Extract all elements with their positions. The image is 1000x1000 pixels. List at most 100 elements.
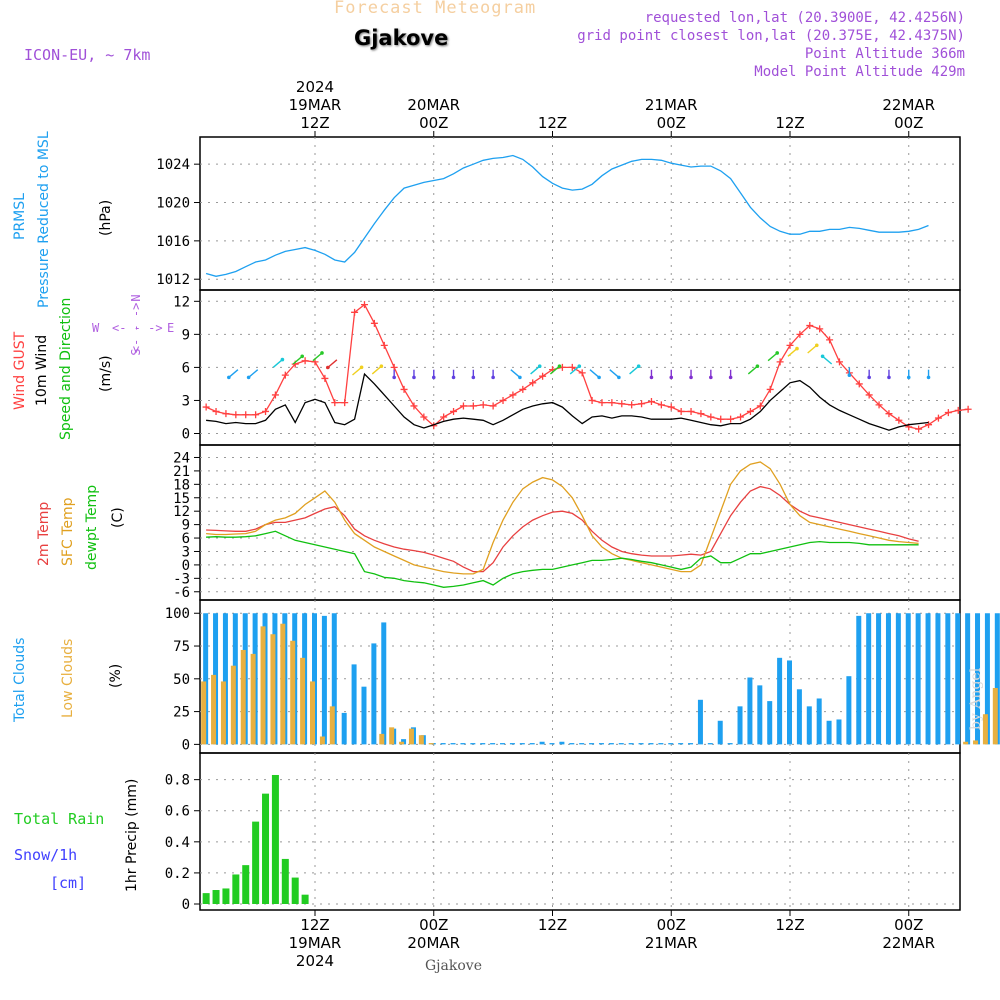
gust-marker bbox=[598, 399, 606, 407]
wind-arrow bbox=[807, 344, 818, 354]
gust-marker bbox=[360, 301, 368, 309]
gust-marker bbox=[944, 409, 952, 417]
clouds-ytick-label: 25 bbox=[173, 705, 190, 721]
gust-marker bbox=[865, 391, 873, 399]
wind-arrow-head bbox=[775, 351, 780, 355]
pressure-ytick-label: 1024 bbox=[156, 157, 190, 173]
gust-marker bbox=[608, 399, 616, 407]
gust-marker bbox=[212, 407, 220, 415]
clouds-bar bbox=[975, 613, 981, 745]
gust-marker bbox=[479, 401, 487, 409]
rain-label: Total Rain bbox=[14, 810, 104, 828]
pressure-ytick-label: 1016 bbox=[156, 234, 190, 250]
wind-ylabel-4: (m/s) bbox=[98, 355, 114, 392]
precip-ytick-label: 0.2 bbox=[165, 866, 190, 882]
top-time-label: 2024 bbox=[296, 78, 334, 96]
clouds-bar bbox=[955, 613, 961, 745]
wind-arrow bbox=[228, 369, 239, 378]
wind-ytick-label: 3 bbox=[182, 393, 190, 409]
wind-arrow bbox=[569, 365, 580, 375]
clouds-bar bbox=[460, 743, 466, 745]
compass-north: N bbox=[129, 294, 143, 301]
clouds-bar bbox=[963, 741, 969, 745]
temperature-ytick-label: 3 bbox=[182, 544, 190, 560]
gust-marker bbox=[707, 413, 715, 421]
compass-west: W bbox=[92, 321, 100, 335]
gust-marker bbox=[954, 406, 962, 414]
clouds-bar bbox=[569, 743, 575, 745]
clouds-bar bbox=[549, 743, 555, 745]
gust-marker bbox=[331, 399, 339, 407]
clouds-bar bbox=[312, 613, 317, 745]
clouds-bar bbox=[408, 728, 414, 745]
temperature-ytick-label: 0 bbox=[182, 558, 190, 574]
bottom-time-label: 22MAR bbox=[882, 934, 935, 952]
gust-marker bbox=[657, 401, 665, 409]
temp-ylabel-3: dewpt Temp bbox=[84, 485, 100, 570]
gust-marker bbox=[301, 357, 309, 365]
gust-marker bbox=[816, 325, 824, 333]
clouds-bar bbox=[559, 741, 565, 745]
clouds-bar bbox=[480, 743, 486, 745]
compass-south: S bbox=[129, 348, 143, 355]
wind-series-line bbox=[206, 372, 929, 431]
clouds-bar bbox=[737, 706, 743, 745]
clouds-bar bbox=[539, 741, 545, 745]
wind-arrow-head bbox=[325, 365, 330, 370]
snow-unit-label: [cm] bbox=[50, 874, 86, 892]
wind-arrow-head bbox=[412, 375, 416, 380]
clouds-bar bbox=[500, 743, 506, 745]
temperature-series-line bbox=[206, 485, 919, 573]
clouds-bar bbox=[757, 685, 763, 745]
temperature-ytick-label: 6 bbox=[182, 531, 190, 547]
gust-marker bbox=[242, 411, 250, 419]
wind-arrow bbox=[352, 366, 363, 376]
clouds-bar bbox=[638, 743, 644, 745]
model-label: ICON-EU, ~ 7km bbox=[24, 46, 151, 64]
gust-marker bbox=[262, 407, 270, 415]
gust-marker bbox=[835, 358, 843, 366]
gust-marker bbox=[271, 391, 279, 399]
gust-marker bbox=[351, 308, 359, 316]
precip-bar bbox=[202, 893, 210, 904]
clouds-bar bbox=[905, 613, 911, 745]
gust-marker bbox=[786, 341, 794, 349]
clouds-bar bbox=[470, 743, 476, 745]
clouds-bar bbox=[418, 735, 424, 745]
wind-arrow-head bbox=[491, 375, 495, 380]
cloud-ylabel-1: Total Clouds bbox=[12, 638, 28, 723]
wind-arrow bbox=[747, 365, 758, 375]
precip-bar bbox=[301, 894, 309, 904]
wind-arrow-head bbox=[709, 375, 713, 380]
wind-arrow-head bbox=[636, 364, 641, 369]
wind-arrow-head bbox=[577, 364, 582, 369]
wind-arrow bbox=[371, 365, 382, 375]
top-time-label: 12Z bbox=[538, 114, 567, 132]
gust-marker bbox=[796, 330, 804, 338]
clouds-bar bbox=[331, 613, 337, 745]
clouds-bar bbox=[321, 615, 327, 745]
wind-ylabel-2: 10m Wind bbox=[34, 335, 50, 406]
top-time-label: 20MAR bbox=[407, 96, 460, 114]
precip-bar bbox=[222, 888, 230, 904]
clouds-bar bbox=[965, 613, 971, 745]
clouds-bar bbox=[668, 743, 674, 745]
wind-arrow bbox=[767, 352, 778, 362]
wind-arrow bbox=[327, 359, 338, 369]
gridpoint-coords: grid point closest lon,lat (20.375E, 42.… bbox=[577, 28, 965, 44]
clouds-ytick-label: 50 bbox=[173, 672, 190, 688]
clouds-ytick-label: 75 bbox=[173, 639, 190, 655]
clouds-bar bbox=[984, 613, 990, 745]
pressure-frame bbox=[199, 136, 961, 291]
precip-bar bbox=[232, 874, 240, 904]
clouds-bar bbox=[310, 681, 315, 745]
compass-ns-arrow: <- - -> bbox=[129, 303, 143, 354]
wind-arrow-head bbox=[280, 357, 285, 362]
bottom-time-label: 19MAR bbox=[289, 934, 342, 952]
clouds-bar bbox=[529, 743, 535, 745]
clouds-bar bbox=[678, 743, 684, 745]
clouds-bar bbox=[240, 649, 246, 745]
wind-arrow-head bbox=[926, 375, 931, 380]
precip-ytick-label: 0.8 bbox=[165, 773, 190, 789]
gust-marker bbox=[400, 385, 408, 393]
